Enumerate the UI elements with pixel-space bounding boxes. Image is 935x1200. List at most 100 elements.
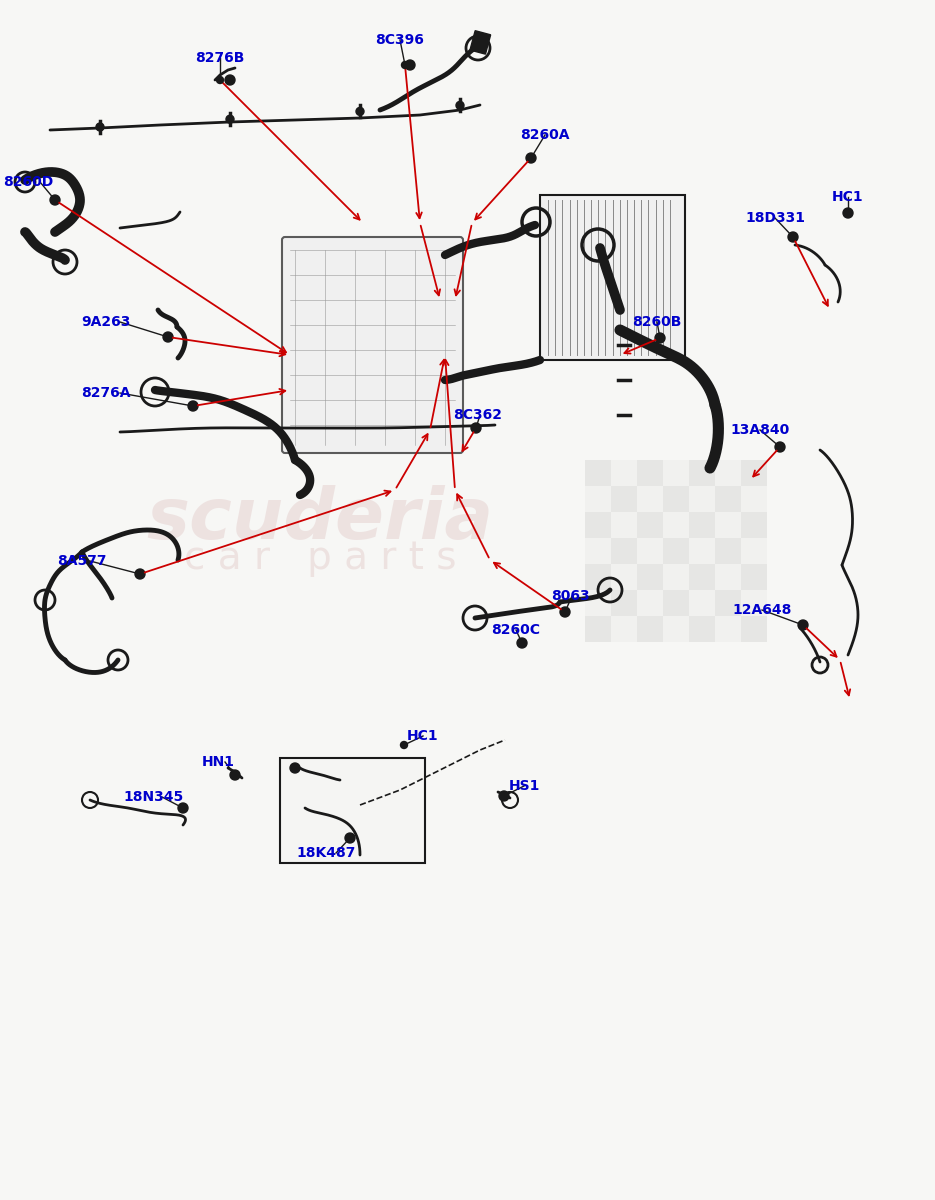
Bar bbox=[741, 590, 767, 616]
Circle shape bbox=[190, 402, 196, 409]
Bar bbox=[663, 486, 689, 512]
Text: HN1: HN1 bbox=[202, 755, 235, 769]
Circle shape bbox=[50, 194, 60, 205]
Text: HC1: HC1 bbox=[832, 190, 864, 204]
Circle shape bbox=[405, 60, 415, 70]
Bar bbox=[611, 460, 637, 486]
Bar bbox=[689, 564, 715, 590]
Text: HC1: HC1 bbox=[407, 728, 439, 743]
Bar bbox=[663, 564, 689, 590]
Circle shape bbox=[96, 122, 104, 131]
Text: 8063: 8063 bbox=[551, 589, 589, 602]
Bar bbox=[741, 564, 767, 590]
Circle shape bbox=[401, 61, 409, 68]
Circle shape bbox=[775, 442, 785, 452]
Text: 18D331: 18D331 bbox=[745, 211, 805, 226]
Bar bbox=[663, 616, 689, 642]
Bar bbox=[637, 564, 663, 590]
Circle shape bbox=[456, 102, 464, 109]
Bar bbox=[585, 564, 611, 590]
Circle shape bbox=[178, 803, 188, 814]
Circle shape bbox=[527, 155, 535, 162]
Circle shape bbox=[789, 234, 797, 240]
Circle shape bbox=[562, 608, 568, 616]
Circle shape bbox=[230, 770, 240, 780]
Text: 8276B: 8276B bbox=[195, 50, 245, 65]
Bar bbox=[689, 616, 715, 642]
Bar bbox=[741, 486, 767, 512]
Bar bbox=[637, 616, 663, 642]
Text: 8260A: 8260A bbox=[520, 128, 569, 142]
Circle shape bbox=[217, 77, 223, 84]
Circle shape bbox=[798, 620, 808, 630]
Bar bbox=[741, 616, 767, 642]
Text: scuderia: scuderia bbox=[147, 486, 494, 554]
Bar bbox=[637, 538, 663, 564]
Bar bbox=[585, 538, 611, 564]
Circle shape bbox=[799, 622, 807, 629]
Circle shape bbox=[843, 208, 853, 218]
Circle shape bbox=[225, 74, 235, 85]
Text: 18N345: 18N345 bbox=[123, 790, 184, 804]
Bar bbox=[611, 564, 637, 590]
Bar bbox=[741, 512, 767, 538]
Bar bbox=[715, 512, 741, 538]
Bar bbox=[715, 590, 741, 616]
Bar bbox=[741, 460, 767, 486]
Bar bbox=[585, 512, 611, 538]
Text: 8A577: 8A577 bbox=[57, 554, 107, 568]
Circle shape bbox=[232, 772, 238, 779]
Bar bbox=[611, 486, 637, 512]
Circle shape bbox=[51, 197, 59, 204]
Bar bbox=[611, 616, 637, 642]
Text: 8276A: 8276A bbox=[81, 386, 131, 400]
Bar bbox=[663, 538, 689, 564]
Circle shape bbox=[345, 833, 355, 842]
Bar bbox=[585, 486, 611, 512]
Bar bbox=[585, 616, 611, 642]
Bar bbox=[689, 590, 715, 616]
Bar bbox=[689, 460, 715, 486]
Bar bbox=[585, 590, 611, 616]
Circle shape bbox=[844, 210, 852, 216]
Bar bbox=[741, 538, 767, 564]
FancyBboxPatch shape bbox=[282, 236, 463, 452]
Bar bbox=[689, 538, 715, 564]
Bar bbox=[280, 758, 425, 863]
Bar bbox=[663, 460, 689, 486]
Bar bbox=[715, 616, 741, 642]
Circle shape bbox=[347, 834, 353, 841]
Circle shape bbox=[499, 791, 509, 802]
Circle shape bbox=[776, 444, 784, 450]
Circle shape bbox=[163, 332, 173, 342]
Circle shape bbox=[137, 570, 143, 577]
Circle shape bbox=[165, 334, 171, 341]
Circle shape bbox=[788, 232, 798, 242]
Circle shape bbox=[226, 115, 234, 124]
Bar bbox=[611, 590, 637, 616]
Circle shape bbox=[655, 332, 665, 343]
Circle shape bbox=[180, 804, 186, 811]
Bar bbox=[637, 512, 663, 538]
Bar bbox=[689, 512, 715, 538]
Circle shape bbox=[400, 742, 408, 749]
Text: 8260C: 8260C bbox=[492, 623, 540, 637]
Bar bbox=[715, 538, 741, 564]
Circle shape bbox=[656, 335, 664, 342]
Circle shape bbox=[471, 422, 481, 433]
Text: HS1: HS1 bbox=[509, 779, 539, 793]
Circle shape bbox=[526, 152, 536, 163]
Circle shape bbox=[517, 638, 527, 648]
Text: 18K487: 18K487 bbox=[296, 846, 355, 860]
Circle shape bbox=[356, 108, 364, 115]
Circle shape bbox=[560, 607, 570, 617]
Text: 8C396: 8C396 bbox=[376, 32, 424, 47]
Bar bbox=[470, 31, 491, 54]
Text: 12A648: 12A648 bbox=[732, 602, 792, 617]
Bar bbox=[663, 590, 689, 616]
Bar bbox=[611, 512, 637, 538]
Text: 13A840: 13A840 bbox=[730, 422, 790, 437]
Bar bbox=[637, 590, 663, 616]
Bar bbox=[715, 460, 741, 486]
Bar bbox=[540, 194, 685, 360]
